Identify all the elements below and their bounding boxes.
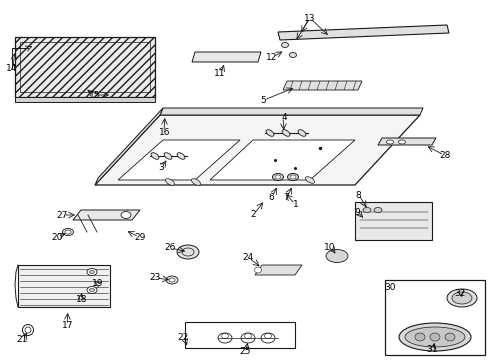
- Text: 11: 11: [214, 68, 225, 77]
- Text: 16: 16: [159, 127, 170, 136]
- Text: 17: 17: [62, 320, 74, 329]
- Text: 25: 25: [239, 347, 250, 356]
- Text: 7: 7: [283, 193, 288, 202]
- Text: 32: 32: [453, 288, 465, 297]
- Text: 12: 12: [266, 53, 277, 62]
- Ellipse shape: [89, 288, 94, 292]
- Text: 28: 28: [438, 150, 450, 159]
- Polygon shape: [377, 138, 435, 145]
- Text: 1: 1: [292, 199, 298, 208]
- Ellipse shape: [282, 130, 289, 136]
- Polygon shape: [95, 108, 163, 185]
- Text: 27: 27: [56, 211, 67, 220]
- Ellipse shape: [446, 289, 476, 307]
- Ellipse shape: [169, 278, 175, 282]
- Ellipse shape: [87, 269, 97, 275]
- Ellipse shape: [121, 212, 131, 219]
- Ellipse shape: [265, 130, 273, 136]
- Text: 24: 24: [242, 253, 253, 262]
- Ellipse shape: [297, 130, 305, 136]
- Text: 18: 18: [76, 296, 87, 305]
- Ellipse shape: [191, 179, 200, 185]
- Text: 3: 3: [158, 162, 163, 171]
- Polygon shape: [192, 52, 261, 62]
- Ellipse shape: [398, 323, 470, 351]
- Ellipse shape: [89, 270, 94, 274]
- Ellipse shape: [325, 249, 347, 262]
- Ellipse shape: [414, 333, 424, 341]
- Text: 4: 4: [281, 112, 286, 122]
- Ellipse shape: [65, 230, 71, 234]
- Ellipse shape: [373, 207, 381, 212]
- Polygon shape: [160, 108, 422, 115]
- Text: 2: 2: [250, 210, 255, 219]
- Ellipse shape: [274, 175, 281, 179]
- Text: 13: 13: [304, 14, 315, 23]
- Ellipse shape: [287, 174, 298, 180]
- Ellipse shape: [62, 229, 73, 235]
- Polygon shape: [209, 140, 354, 180]
- Polygon shape: [73, 210, 140, 220]
- Text: 26: 26: [164, 243, 175, 252]
- Ellipse shape: [404, 327, 464, 347]
- Text: 30: 30: [384, 283, 395, 292]
- Ellipse shape: [165, 179, 174, 185]
- Ellipse shape: [444, 333, 454, 341]
- Polygon shape: [283, 81, 361, 90]
- Ellipse shape: [177, 245, 199, 259]
- Polygon shape: [354, 202, 431, 240]
- Ellipse shape: [362, 207, 370, 212]
- Text: 15: 15: [89, 90, 101, 99]
- Ellipse shape: [165, 276, 178, 284]
- Ellipse shape: [289, 53, 296, 58]
- Ellipse shape: [151, 153, 159, 159]
- Text: 6: 6: [267, 193, 273, 202]
- Ellipse shape: [272, 174, 283, 180]
- Text: 29: 29: [134, 233, 145, 242]
- Ellipse shape: [429, 333, 439, 341]
- Text: 14: 14: [6, 63, 18, 72]
- Ellipse shape: [305, 177, 314, 183]
- Text: 19: 19: [92, 279, 103, 288]
- Ellipse shape: [254, 267, 261, 273]
- Polygon shape: [18, 265, 110, 307]
- Ellipse shape: [289, 175, 295, 179]
- Text: 10: 10: [324, 243, 335, 252]
- Polygon shape: [15, 37, 155, 97]
- Text: 23: 23: [149, 274, 161, 283]
- Ellipse shape: [386, 140, 393, 144]
- Polygon shape: [254, 265, 302, 275]
- Text: 31: 31: [426, 346, 437, 355]
- Polygon shape: [95, 115, 419, 185]
- Polygon shape: [15, 97, 155, 102]
- Polygon shape: [118, 140, 240, 180]
- Ellipse shape: [177, 153, 184, 159]
- Ellipse shape: [163, 153, 172, 159]
- Ellipse shape: [281, 42, 288, 48]
- Text: 5: 5: [260, 95, 265, 104]
- Ellipse shape: [87, 287, 97, 293]
- Polygon shape: [278, 25, 448, 40]
- Text: 20: 20: [51, 233, 62, 242]
- Ellipse shape: [451, 292, 471, 304]
- Ellipse shape: [398, 140, 405, 144]
- Text: 22: 22: [177, 333, 188, 342]
- Text: 9: 9: [353, 207, 359, 216]
- Text: 21: 21: [16, 336, 28, 345]
- Text: 8: 8: [354, 190, 360, 199]
